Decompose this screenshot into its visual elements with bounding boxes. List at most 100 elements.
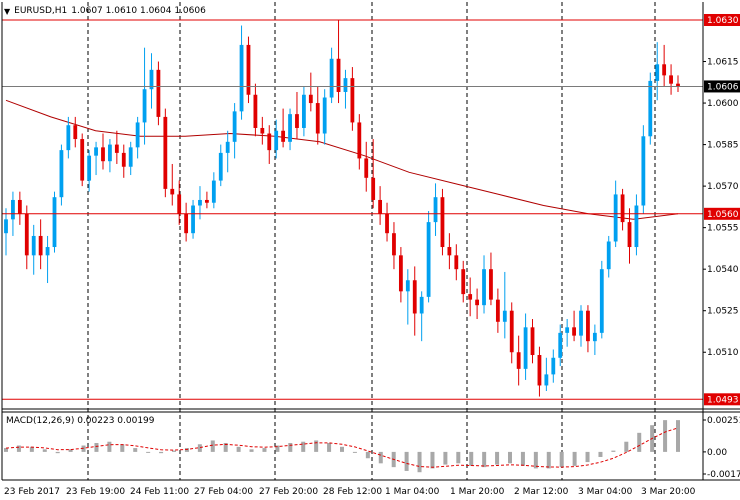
candle-body xyxy=(218,152,223,181)
candle-body xyxy=(308,94,313,104)
macd-histogram-bar xyxy=(184,448,189,452)
candle-body xyxy=(142,89,147,123)
candle-body xyxy=(128,147,133,167)
candle-body xyxy=(620,194,625,223)
candle-body xyxy=(295,114,299,128)
candle-body xyxy=(59,150,64,198)
macd-tick-label: 0.00251 xyxy=(707,416,740,426)
macd-histogram-bar xyxy=(16,445,21,452)
candle-body xyxy=(211,180,216,203)
price-marker-box xyxy=(704,80,740,93)
macd-tick-label: 0.00 xyxy=(707,448,727,458)
candle-body xyxy=(599,269,604,333)
price-marker-label: 1.0630 xyxy=(707,16,739,26)
time-axis-label: 27 Feb 04:00 xyxy=(194,487,253,497)
candle-body xyxy=(357,122,362,159)
macd-histogram-bar xyxy=(262,448,267,452)
candle-body xyxy=(149,69,154,90)
price-tick-label: 1.0570 xyxy=(707,182,739,192)
candle-body xyxy=(676,83,680,87)
candle-body xyxy=(24,213,29,256)
candle-body xyxy=(385,213,389,234)
candle-body xyxy=(371,177,376,200)
macd-histogram-bar xyxy=(29,446,34,452)
candle-body xyxy=(586,310,590,342)
price-tick-label: 1.0525 xyxy=(707,307,739,317)
macd-histogram-bar xyxy=(508,451,512,464)
candle-body xyxy=(17,199,22,214)
candle-body xyxy=(468,294,473,300)
macd-histogram-bar xyxy=(4,448,8,452)
candle-body xyxy=(662,64,667,76)
macd-histogram-bar xyxy=(572,451,577,466)
macd-histogram-bar xyxy=(275,445,280,452)
candle-body xyxy=(426,222,431,297)
candle-body xyxy=(38,235,43,256)
time-axis-label: 1 Mar 04:00 xyxy=(385,487,440,497)
macd-histogram-bar xyxy=(520,451,525,466)
candle-body xyxy=(495,299,500,322)
candle-body xyxy=(288,114,292,142)
candle-body xyxy=(419,296,424,314)
candle-body xyxy=(66,125,71,151)
macd-histogram-bar xyxy=(55,451,60,454)
candle-body xyxy=(31,235,36,256)
price-tick-label: 1.0600 xyxy=(707,99,739,109)
candle-body xyxy=(669,75,673,84)
candle-body xyxy=(11,199,15,220)
price-tick-label: 1.0585 xyxy=(707,141,739,151)
macd-histogram-bar xyxy=(533,451,538,469)
macd-histogram-bar xyxy=(365,451,370,459)
candle-body xyxy=(489,269,493,300)
candle-body xyxy=(530,327,535,356)
time-axis-label: 2 Mar 12:00 xyxy=(514,487,569,497)
macd-histogram-bar xyxy=(133,448,138,452)
candle-body xyxy=(121,152,126,167)
candle-body xyxy=(336,58,341,92)
candle-body xyxy=(322,97,327,134)
price-marker-box xyxy=(704,207,740,220)
candle-body xyxy=(461,269,466,295)
grid xyxy=(87,2,656,480)
candle-body xyxy=(301,94,306,128)
macd-histogram-bar xyxy=(301,441,306,452)
candle-body xyxy=(475,299,479,306)
macd-title: MACD(12,26,9) 0.00223 0.00199 xyxy=(6,416,155,426)
candle-body xyxy=(114,144,119,153)
candle-body xyxy=(101,147,105,162)
macd-histogram-bar xyxy=(598,451,603,457)
price-marker-label: 1.0493 xyxy=(707,395,739,405)
candle-body xyxy=(558,332,563,358)
macd-histogram-bar xyxy=(288,442,293,452)
macd-histogram-bar xyxy=(146,451,151,453)
candle-body xyxy=(253,94,258,128)
candle-body xyxy=(274,130,279,151)
macd-histogram-bar xyxy=(197,444,202,452)
macd-histogram-bar xyxy=(495,451,500,465)
macd-histogram-bar xyxy=(546,451,551,469)
macd-histogram-bar xyxy=(559,451,564,468)
candle-body xyxy=(170,188,175,195)
macd-histogram-bar xyxy=(637,432,642,452)
candle-body xyxy=(433,197,438,223)
candle-body xyxy=(177,194,182,214)
macd-histogram-bar xyxy=(42,449,47,452)
candle-body xyxy=(343,78,348,92)
time-axis-label: 23 Feb 19:00 xyxy=(66,487,125,497)
candle-body xyxy=(260,127,265,134)
macd-histogram-bar xyxy=(94,442,99,452)
dropdown-arrow-icon[interactable]: ▼ xyxy=(4,6,11,16)
candle-body xyxy=(205,199,209,203)
candle-body xyxy=(191,205,195,234)
candle-body xyxy=(641,136,646,206)
macd-tick-label: -0.00174 xyxy=(707,470,740,480)
candle-body xyxy=(329,58,334,98)
candle-body xyxy=(398,255,403,292)
candle-body xyxy=(551,357,556,375)
candle-body xyxy=(87,155,92,181)
macd-histogram-bar xyxy=(443,451,448,465)
candle-body xyxy=(4,219,8,234)
price-marker-label: 1.0606 xyxy=(707,82,739,92)
candle-body xyxy=(412,280,417,314)
